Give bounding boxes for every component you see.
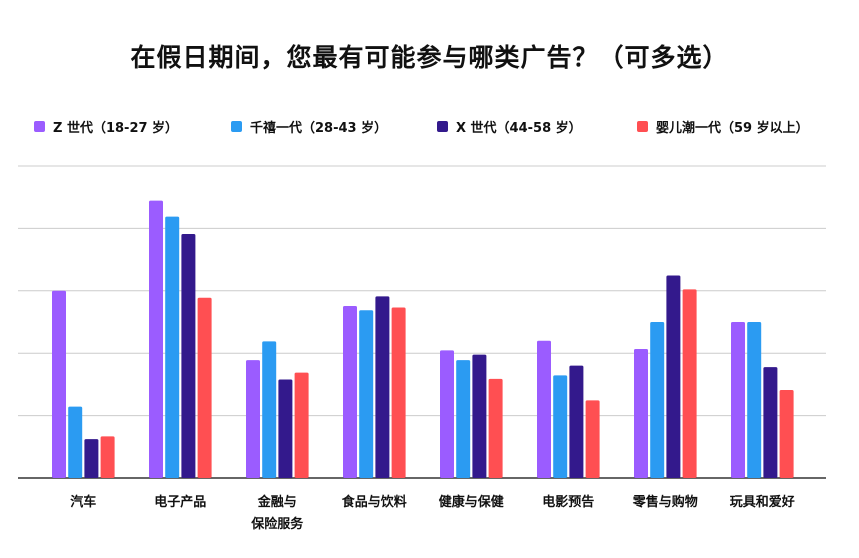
bars (52, 200, 794, 478)
bar-boomers-2 (294, 372, 309, 478)
category-label-5: 电影预告 (542, 494, 594, 510)
legend-item-gen-x: X 世代（44-58 岁） (437, 117, 582, 136)
bar-boomers-3 (391, 307, 406, 478)
bar-millennials-1 (165, 216, 180, 478)
gridlines (18, 165, 826, 479)
bar-gen-x-4 (472, 354, 487, 478)
legend-item-gen-z: Z 世代（18-27 岁） (34, 117, 178, 136)
category-label-7: 玩具和爱好 (730, 494, 795, 510)
bar-millennials-2 (262, 341, 277, 478)
bar-gen-z-3 (343, 306, 357, 478)
bar-gen-z-7 (731, 322, 745, 478)
bar-gen-x-6 (666, 275, 681, 478)
bar-millennials-3 (359, 310, 374, 478)
legend-swatch-boomers (637, 121, 648, 132)
bar-boomers-1 (197, 297, 212, 478)
bar-boomers-7 (779, 389, 794, 478)
legend-swatch-gen-z (34, 121, 45, 132)
bar-gen-z-2 (246, 360, 260, 478)
category-label-4: 健康与保健 (439, 494, 504, 510)
category-label-0: 汽车 (70, 494, 96, 510)
legend-item-boomers: 婴儿潮一代（59 岁以上） (637, 117, 809, 136)
category-label-3: 食品与饮料 (342, 494, 407, 510)
category-label-2-line-0: 金融与 (257, 494, 297, 510)
category-label-1: 电子产品 (154, 494, 206, 510)
legend-item-millennials: 千禧一代（28-43 岁） (231, 117, 387, 136)
chart-title: 在假日期间，您最有可能参与哪类广告？（可多选） (130, 43, 729, 72)
legend: Z 世代（18-27 岁） 千禧一代（28-43 岁） X 世代（44-58 岁… (34, 117, 834, 137)
category-label-6: 零售与购物 (632, 494, 698, 510)
category-label-2-line-1: 保险服务 (250, 516, 304, 532)
bar-gen-x-1 (181, 233, 196, 478)
bar-gen-z-1 (149, 200, 163, 478)
legend-swatch-millennials (231, 121, 242, 132)
bar-gen-x-2 (278, 379, 293, 478)
legend-label-millennials: 千禧一代（28-43 岁） (250, 121, 388, 136)
bar-gen-x-3 (375, 296, 390, 478)
bar-gen-x-5 (569, 365, 584, 478)
bar-gen-z-5 (537, 340, 551, 478)
bar-boomers-4 (488, 378, 503, 478)
legend-swatch-gen-x (437, 121, 448, 132)
bar-millennials-6 (650, 322, 665, 478)
legend-label-gen-z: Z 世代（18-27 岁） (53, 121, 179, 136)
bar-gen-x-0 (84, 439, 99, 478)
bar-boomers-5 (585, 400, 600, 478)
legend-label-boomers: 婴儿潮一代（59 岁以上） (656, 121, 809, 136)
bar-boomers-6 (682, 289, 697, 478)
bar-boomers-0 (100, 436, 115, 478)
bar-gen-z-6 (634, 349, 648, 478)
bar-millennials-0 (68, 406, 83, 478)
bar-gen-z-0 (52, 290, 66, 478)
legend-label-gen-x: X 世代（44-58 岁） (456, 121, 582, 136)
bar-millennials-5 (553, 375, 568, 478)
bar-gen-x-7 (763, 367, 778, 478)
bar-millennials-7 (747, 322, 762, 478)
bar-millennials-4 (456, 360, 471, 478)
bar-gen-z-4 (440, 350, 454, 478)
